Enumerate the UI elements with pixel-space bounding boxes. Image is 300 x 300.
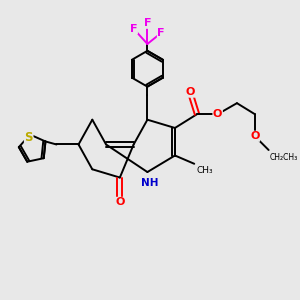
Text: O: O: [250, 131, 260, 141]
Text: O: O: [115, 197, 124, 207]
Text: F: F: [158, 28, 165, 38]
Text: O: O: [185, 87, 195, 97]
Text: O: O: [213, 109, 222, 119]
Text: CH₃: CH₃: [196, 166, 213, 175]
Text: NH: NH: [141, 178, 159, 188]
Text: F: F: [144, 18, 151, 28]
Text: S: S: [25, 131, 33, 144]
Text: CH₂CH₃: CH₂CH₃: [270, 153, 298, 162]
Text: F: F: [130, 24, 137, 34]
